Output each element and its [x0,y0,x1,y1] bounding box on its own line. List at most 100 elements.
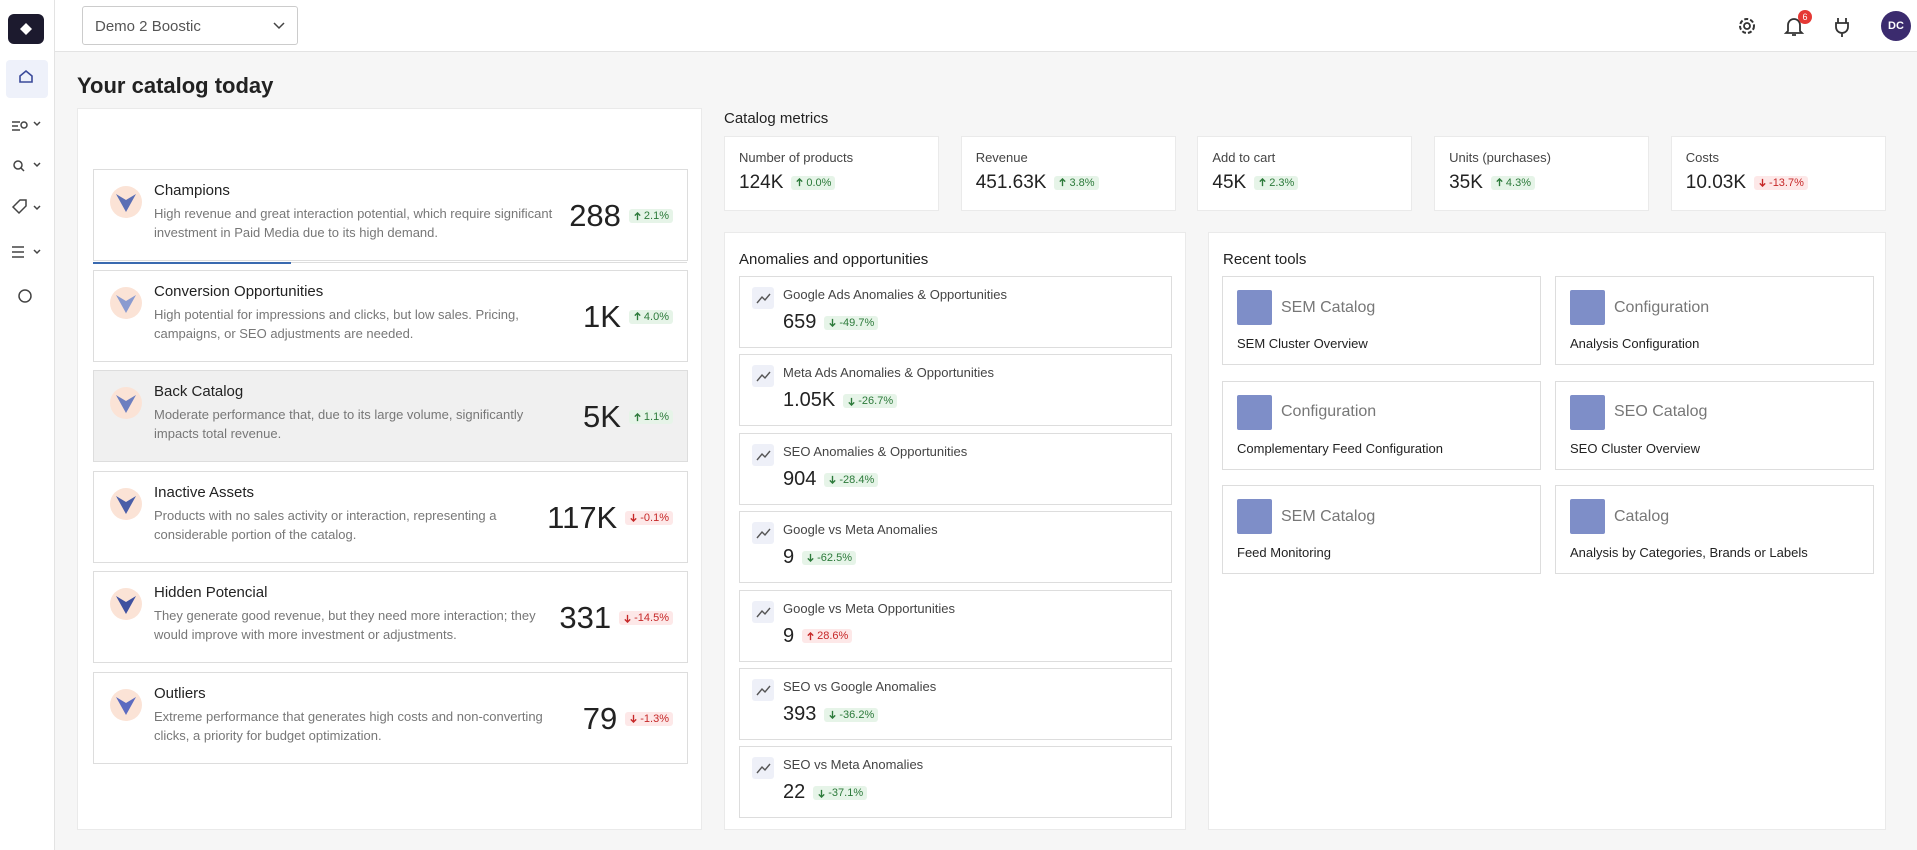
segment-card[interactable]: Inactive Assets Products with no sales ac… [93,470,688,563]
anomaly-stat: 393 -36.2% [783,703,1159,726]
change-value: -28.4% [839,473,875,486]
anomaly-label: Meta Ads Anomalies & Opportunities [783,365,995,381]
workspace-dropdown[interactable]: Demo 2 Boostic [82,6,298,45]
anomaly-stat: 9 -62.5% [783,546,1159,569]
chevron [273,22,285,30]
anomaly-stat: 9 28.6% [783,625,1159,648]
trend-arrow [1496,178,1503,187]
segment-name: Outliers [154,684,206,702]
segment-icon [110,387,142,419]
tool-category: Configuration [1281,403,1377,420]
tool-icon [1570,499,1605,534]
segments-panel: In Google AdsIn SEOIn Meta AdsChampionsH… [77,108,702,830]
integrations-icon[interactable] [1831,15,1853,37]
change-badge: -36.2% [824,707,879,722]
change-badge: -62.5% [802,550,856,565]
segment-description: They generate good revenue, but they nee… [154,608,536,642]
anomaly-label: Google Ads Anomalies & Opportunities [783,287,1008,302]
change-value: 0.0% [806,176,832,189]
tool-category: SEO Catalog [1614,403,1708,420]
workspace-name: Demo 2 Boostic [95,18,201,35]
tool-card[interactable]: Configuration Complementary Feed Configur… [1222,380,1541,470]
anomaly-card[interactable]: Meta Ads Anomalies & Opportunities 1.05K -… [739,354,1172,427]
anomaly-card[interactable]: SEO Anomalies & Opportunities 904 -28.4% [739,432,1172,505]
segment-icon [110,688,142,721]
tool-card[interactable]: SEM Catalog Feed Monitoring [1222,485,1541,574]
metric-card: Costs 10.03K -13.7% [1670,136,1886,211]
anomaly-card[interactable]: Google vs Meta Anomalies 9 -62.5% [739,511,1172,584]
metric-stat: 10.03K -13.7% [1686,172,1871,194]
change-value: -14.5% [634,612,669,624]
trend-arrow [829,319,837,328]
trend-arrow [630,714,637,723]
anomaly-icon [752,522,774,545]
anomaly-label: Google vs Meta Opportunities [783,600,955,616]
change-value: 2.1% [643,210,669,222]
segment-stat: 117K -0.1% [547,500,673,536]
tool-icon [1237,290,1272,325]
metric-value: 45K [1212,172,1247,193]
trend-arrow [634,211,641,220]
metric-value: 35K [1449,172,1483,193]
sidebar [0,0,55,850]
change-badge: -26.7% [843,394,898,409]
segment-icon [110,487,142,520]
change-badge: 1.1% [628,410,673,424]
change-value: 4.0% [643,310,669,323]
settings-icon[interactable] [1736,15,1758,37]
trend-arrow [848,397,855,406]
anomaly-stat: 22 -37.1% [783,781,1159,804]
change-badge: 3.8% [1054,175,1099,190]
anomaly-card[interactable]: SEO vs Google Anomalies 393 -36.2% [739,668,1172,740]
trend-arrow [1059,178,1067,187]
metric-label: Add to cart [1212,150,1276,165]
trend-arrow [634,412,641,421]
segment-description: High revenue and great interaction poten… [154,206,553,240]
notifications-icon[interactable] [1783,15,1805,37]
change-value: 3.8% [1069,176,1095,189]
tool-name: Complementary Feed Configuration [1237,440,1443,456]
change-value: -37.1% [828,787,864,800]
top-bar: Demo 2 Boostic 6 DC [55,0,1917,52]
tool-card[interactable]: Catalog Analysis by Categories, Brands or… [1555,485,1874,574]
notification-count: 6 [1798,10,1812,24]
change-value: 28.6% [817,630,849,643]
segment-card[interactable]: Outliers Extreme performance that generat… [93,671,688,764]
segment-card[interactable]: Back Catalog Moderate performance that, d… [93,370,688,462]
anomaly-label: SEO vs Google Anomalies [783,679,937,694]
change-badge: -37.1% [813,786,868,801]
trend-arrow [630,513,637,522]
anomaly-card[interactable]: SEO vs Meta Anomalies 22 -37.1% [739,746,1172,819]
change-badge: 28.6% [802,629,853,644]
segment-name: Inactive Assets [154,483,255,501]
metric-stat: 124K 0.0% [739,172,924,194]
anomaly-card[interactable]: Google Ads Anomalies & Opportunities 659 -… [739,276,1172,348]
tool-category-row: Configuration [1237,394,1526,430]
trend-arrow [829,475,837,485]
segment-card[interactable]: Champions High revenue and great interact… [93,169,688,261]
anomalies-title: Anomalies and opportunities [739,251,929,268]
segment-name: Hidden Potencial [154,584,268,601]
tool-category-row: SEO Catalog [1570,394,1859,430]
metric-stat: 35K 4.3% [1449,172,1634,194]
anomaly-card[interactable]: Google vs Meta Opportunities 9 28.6% [739,589,1172,662]
segment-card[interactable]: Hidden Potencial They generate good reven… [93,571,688,663]
change-value: -49.7% [839,316,875,329]
tool-card[interactable]: SEM Catalog SEM Cluster Overview [1222,276,1541,365]
anomaly-label: SEO vs Meta Anomalies [783,757,924,773]
anomaly-stat: 659 -49.7% [783,311,1159,334]
segment-description: Products with no sales activity or inter… [154,507,497,542]
segment-value: 5K [583,399,621,434]
anomaly-icon [752,287,774,309]
tool-card[interactable]: Configuration Analysis Configuration [1555,276,1874,365]
tool-card[interactable]: SEO Catalog SEO Cluster Overview [1555,380,1874,470]
avatar[interactable]: DC [1881,11,1911,41]
change-value: 1.1% [643,411,669,423]
segment-name: Back Catalog [154,383,244,400]
metric-value: 124K [739,172,784,193]
segment-card[interactable]: Conversion Opportunities High potential f… [93,269,688,362]
trend-arrow [1759,179,1766,188]
change-badge: 4.3% [1490,175,1535,190]
recent-tools-panel: Recent tools SEM Catalog SEM Cluster Over… [1208,232,1886,830]
metrics-title: Catalog metrics [724,110,829,127]
